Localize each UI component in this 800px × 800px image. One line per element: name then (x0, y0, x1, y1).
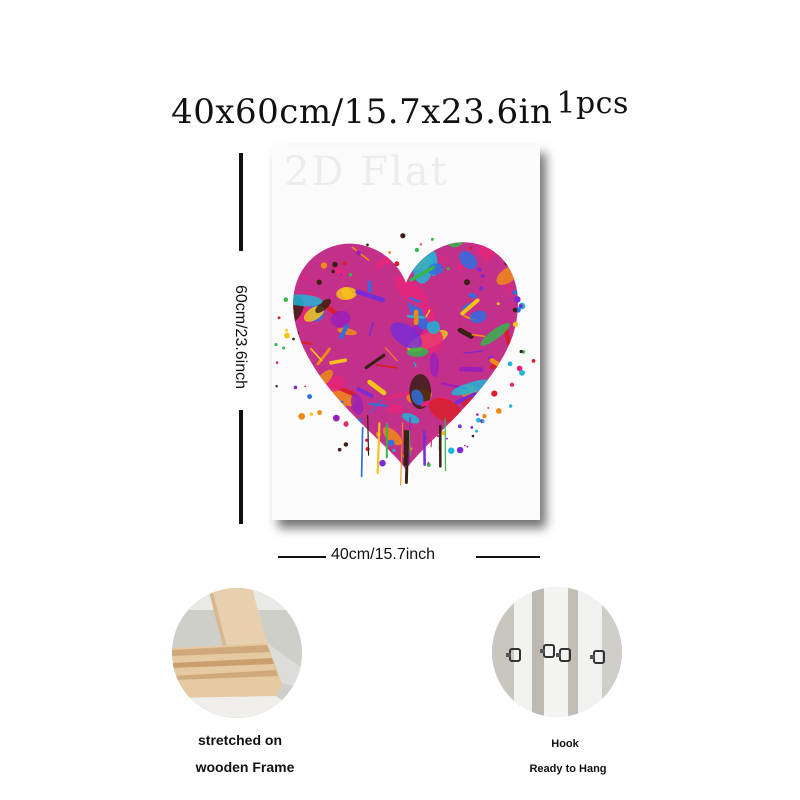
frame-caption-line2: wooden Frame (195, 759, 295, 775)
size-title: 40x60cm/15.7x23.6in 1pcs (0, 86, 800, 132)
height-dimension-line-bottom (239, 410, 243, 524)
width-dimension-line-right (476, 556, 540, 558)
frame-caption-line1: stretched on (197, 732, 283, 748)
watermark: 2D Flat (284, 149, 449, 195)
height-label: 60cm/23.6inch (232, 284, 249, 390)
width-dimension-line-left (278, 556, 326, 558)
width-label: 40cm/15.7inch (331, 546, 436, 563)
size-text: 40x60cm/15.7x23.6in (171, 92, 553, 132)
hook-caption-line1: Hook (551, 738, 579, 750)
height-dimension-line-top (239, 153, 243, 251)
canvas-print: 2D Flat (272, 145, 540, 520)
heart-splash-art (274, 233, 536, 486)
pcs-text: 1pcs (556, 86, 629, 121)
hanging-hook-icon (492, 587, 622, 717)
hook-caption-line2: Ready to Hang (529, 763, 607, 775)
wooden-frame-corner-icon (172, 588, 302, 718)
